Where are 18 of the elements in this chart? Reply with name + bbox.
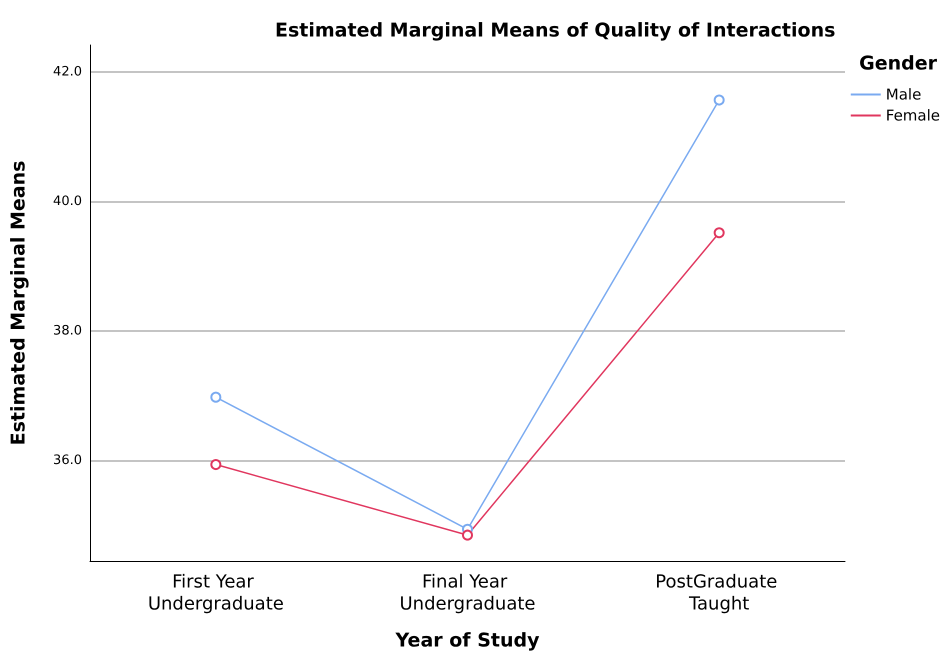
y-tick-label: 38.0 <box>53 324 82 339</box>
point <box>714 94 725 106</box>
legend-label: Male <box>886 86 922 104</box>
y-tick-label: 36.0 <box>53 453 82 468</box>
chart-title: Estimated Marginal Means of Quality of Interactions <box>275 20 836 42</box>
y-tick-label: 40.0 <box>53 194 82 210</box>
point <box>462 530 473 541</box>
point <box>210 392 222 403</box>
point <box>210 459 222 470</box>
point <box>714 227 725 238</box>
x-tick-label: First Year Undergraduate <box>148 572 284 614</box>
y-axis-title: Estimated Marginal Means <box>8 160 30 446</box>
x-axis-title: Year of Study <box>394 630 540 652</box>
legend-label: Female <box>886 106 940 124</box>
x-tick-label: PostGraduate Taught <box>655 572 784 614</box>
x-tick-label: Final Year Undergraduate <box>399 572 536 614</box>
y-tick-label: 42.0 <box>53 64 82 80</box>
legend-title: Gender <box>859 52 938 74</box>
